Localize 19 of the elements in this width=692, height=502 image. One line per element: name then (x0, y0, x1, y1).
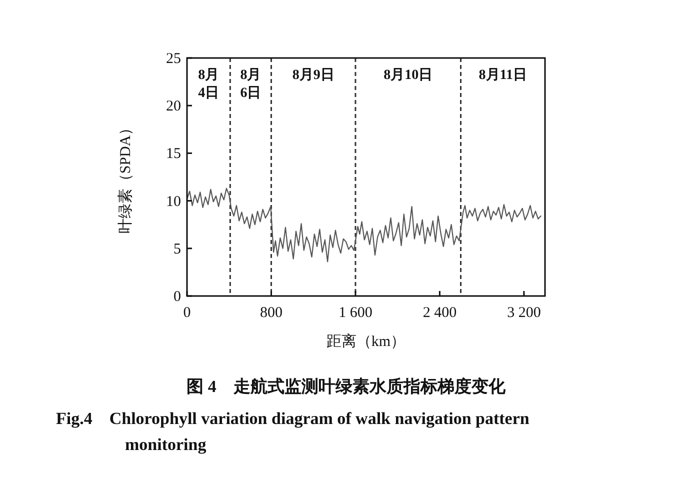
y-tick-label: 15 (166, 146, 181, 162)
x-tick-label: 3 200 (507, 305, 541, 321)
y-tick-label: 20 (166, 98, 181, 115)
annotation: 8月 4日 (198, 68, 220, 101)
annotation: 8月 6日 (240, 68, 262, 101)
y-tick-label: 25 (166, 51, 181, 67)
text: Fig.4 Chlorophyll variation diagram of walk navigation pattern monitoring (56, 409, 530, 454)
annotation: 8月9日 (292, 68, 334, 83)
x-tick-label: 1 600 (338, 305, 372, 321)
y-tick-label: 5 (174, 241, 181, 258)
y-tick-label: 0 (174, 289, 181, 305)
text: 图 4 走航式监测叶绿素水质指标梯度变化 (186, 377, 506, 396)
y-tick-label: 10 (166, 194, 181, 210)
x-tick-label: 2 400 (422, 305, 457, 321)
annotation: 8月10日 (384, 68, 433, 83)
x-tick-label: 800 (260, 305, 282, 321)
annotation: 8月11日 (478, 68, 527, 83)
x-axis-title: 距离（km） (326, 333, 406, 350)
y-axis-title: 叶绿素（SPDA） (117, 120, 134, 234)
